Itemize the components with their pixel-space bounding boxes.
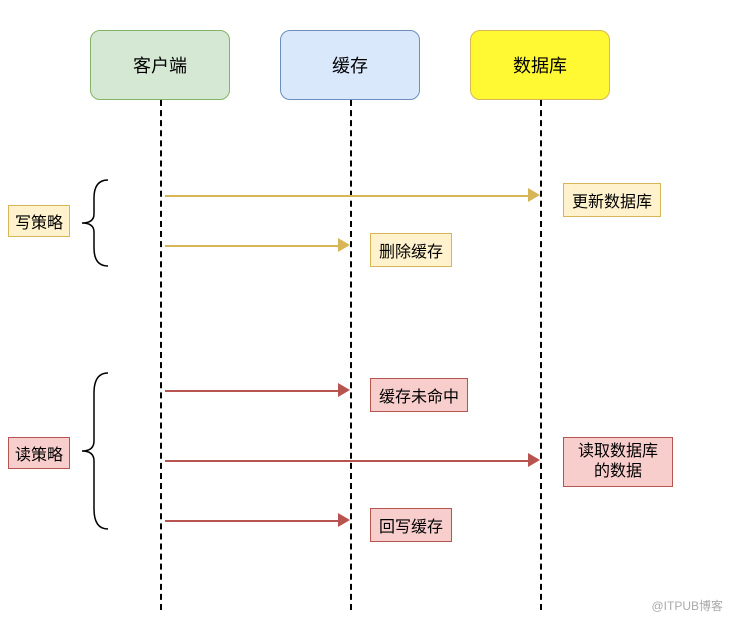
arrow-cache-miss-head bbox=[338, 383, 350, 397]
arrow-read-db-head bbox=[528, 453, 540, 467]
actor-client: 客户端 bbox=[90, 30, 230, 100]
lifeline-cache bbox=[350, 100, 352, 610]
label-read-db: 读取数据库的数据 bbox=[563, 437, 673, 487]
bracket-read bbox=[70, 371, 110, 531]
arrow-update-db-head bbox=[528, 188, 540, 202]
actor-database: 数据库 bbox=[470, 30, 610, 100]
sequence-diagram: 客户端 缓存 数据库 写策略 更新数据库 删除缓存 读策略 缓存未命中 读 bbox=[0, 0, 731, 618]
arrow-delete-cache bbox=[165, 245, 340, 247]
lifeline-database bbox=[540, 100, 542, 610]
label-writeback: 回写缓存 bbox=[370, 508, 452, 542]
arrow-update-db bbox=[165, 195, 530, 197]
arrow-writeback-head bbox=[338, 513, 350, 527]
label-cache-miss: 缓存未命中 bbox=[370, 378, 468, 412]
arrow-read-db bbox=[165, 460, 530, 462]
actor-client-label: 客户端 bbox=[133, 52, 187, 78]
label-update-db: 更新数据库 bbox=[563, 183, 661, 217]
actor-cache-label: 缓存 bbox=[332, 52, 368, 78]
group-write-label: 写策略 bbox=[8, 205, 70, 237]
arrow-cache-miss bbox=[165, 390, 340, 392]
arrow-delete-cache-head bbox=[338, 238, 350, 252]
actor-cache: 缓存 bbox=[280, 30, 420, 100]
arrow-writeback bbox=[165, 520, 340, 522]
group-read-label: 读策略 bbox=[8, 437, 70, 469]
label-delete-cache: 删除缓存 bbox=[370, 233, 452, 267]
bracket-write bbox=[70, 178, 110, 268]
watermark: @ITPUB博客 bbox=[651, 597, 723, 614]
actor-database-label: 数据库 bbox=[513, 52, 567, 78]
lifeline-client bbox=[160, 100, 162, 610]
